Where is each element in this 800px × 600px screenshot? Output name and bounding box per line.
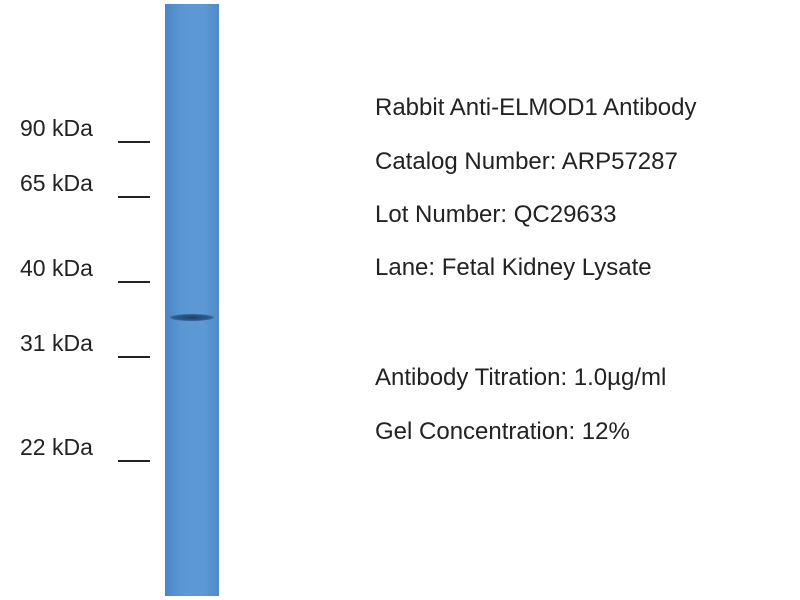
marker-tick: [118, 460, 150, 462]
marker-label: 90 kDa: [20, 115, 93, 141]
marker-label: 65 kDa: [20, 170, 93, 196]
info-line: Lane: Fetal Kidney Lysate: [375, 254, 652, 281]
marker-label: 40 kDa: [20, 255, 93, 281]
info-line: Lot Number: QC29633: [375, 201, 617, 228]
info-line: Antibody Titration: 1.0µg/ml: [375, 364, 667, 391]
info-line: Gel Concentration: 12%: [375, 418, 630, 445]
blot-lane: [165, 4, 219, 596]
marker-label: 22 kDa: [20, 434, 93, 460]
marker-tick: [118, 141, 150, 143]
blot-band: [170, 314, 214, 321]
marker-tick: [118, 281, 150, 283]
marker-tick: [118, 196, 150, 198]
marker-label: 31 kDa: [20, 330, 93, 356]
info-line: Catalog Number: ARP57287: [375, 148, 678, 175]
marker-tick: [118, 356, 150, 358]
info-line: Rabbit Anti-ELMOD1 Antibody: [375, 94, 697, 121]
